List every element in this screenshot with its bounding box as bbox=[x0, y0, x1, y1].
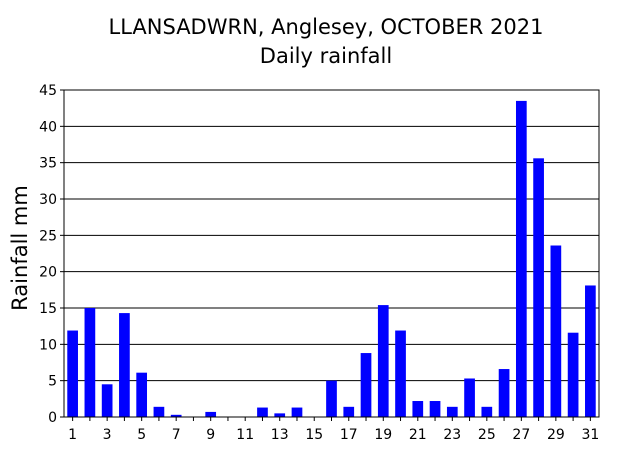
y-tick-label: 45 bbox=[39, 83, 57, 99]
y-tick-label: 30 bbox=[39, 192, 57, 208]
bar-day-26 bbox=[498, 369, 510, 417]
plot-frame bbox=[63, 89, 600, 418]
x-tick-label: 15 bbox=[305, 427, 323, 443]
bar-day-27 bbox=[515, 100, 527, 418]
y-tick-label: 40 bbox=[39, 119, 57, 135]
chart-title: LLANSADWRN, Anglesey, OCTOBER 2021 bbox=[109, 15, 544, 39]
x-tick-label: 17 bbox=[340, 427, 358, 443]
bars bbox=[67, 100, 596, 418]
x-tick-label: 25 bbox=[478, 427, 496, 443]
bar-day-29 bbox=[550, 245, 562, 417]
bar-day-30 bbox=[567, 332, 579, 417]
bar-day-28 bbox=[533, 158, 544, 417]
bar-day-9 bbox=[205, 411, 217, 417]
y-tick-label: 35 bbox=[39, 156, 57, 172]
y-axis-label: Rainfall mm bbox=[8, 185, 32, 311]
bar-day-7 bbox=[170, 414, 182, 417]
y-tick-label: 15 bbox=[39, 301, 57, 317]
x-tick-label: 27 bbox=[512, 427, 530, 443]
bar-day-16 bbox=[326, 380, 337, 417]
x-tick-label: 19 bbox=[374, 427, 392, 443]
x-tick-label: 9 bbox=[206, 427, 215, 443]
bar-day-5 bbox=[136, 372, 148, 417]
bar-day-25 bbox=[481, 406, 493, 417]
bar-day-23 bbox=[446, 406, 458, 417]
bar-day-13 bbox=[274, 413, 286, 417]
x-tick-label: 1 bbox=[68, 427, 77, 443]
bar-day-20 bbox=[395, 330, 406, 417]
bar-day-21 bbox=[412, 401, 424, 417]
y-tick-label: 0 bbox=[48, 410, 57, 426]
y-tick-labels: 0 5 10 15 20 25 30 35 40 45 bbox=[39, 83, 57, 426]
y-tick-label: 10 bbox=[39, 337, 57, 353]
bar-day-6 bbox=[153, 406, 165, 417]
bar-day-1 bbox=[67, 330, 78, 417]
bar-day-31 bbox=[585, 285, 596, 417]
bar-day-3 bbox=[101, 384, 113, 417]
x-tick-label: 29 bbox=[547, 427, 565, 443]
x-tick-label: 3 bbox=[103, 427, 112, 443]
y-tick-label: 20 bbox=[39, 265, 57, 281]
bar-day-19 bbox=[377, 305, 389, 417]
x-tick-label: 31 bbox=[581, 427, 599, 443]
x-tick-label: 5 bbox=[137, 427, 146, 443]
chart-subtitle: Daily rainfall bbox=[260, 44, 392, 68]
bar-day-18 bbox=[360, 353, 372, 417]
bar-day-24 bbox=[464, 378, 475, 417]
x-tick-labels: 1 3 5 7 9 11 13 15 17 19 21 23 25 27 29 31 bbox=[68, 417, 599, 443]
x-tick-label: 21 bbox=[409, 427, 427, 443]
x-tick-label: 7 bbox=[172, 427, 181, 443]
bar-day-22 bbox=[429, 401, 441, 417]
bar-day-4 bbox=[119, 313, 130, 417]
x-tick-label: 11 bbox=[236, 427, 254, 443]
bar-day-12 bbox=[257, 407, 268, 417]
bar-day-14 bbox=[291, 407, 303, 417]
y-tick-label: 5 bbox=[48, 374, 57, 390]
x-tick-label: 23 bbox=[443, 427, 461, 443]
y-tick-label: 25 bbox=[39, 228, 57, 244]
bar-day-2 bbox=[84, 308, 96, 417]
x-tick-label: 13 bbox=[271, 427, 289, 443]
bar-day-17 bbox=[343, 406, 355, 417]
